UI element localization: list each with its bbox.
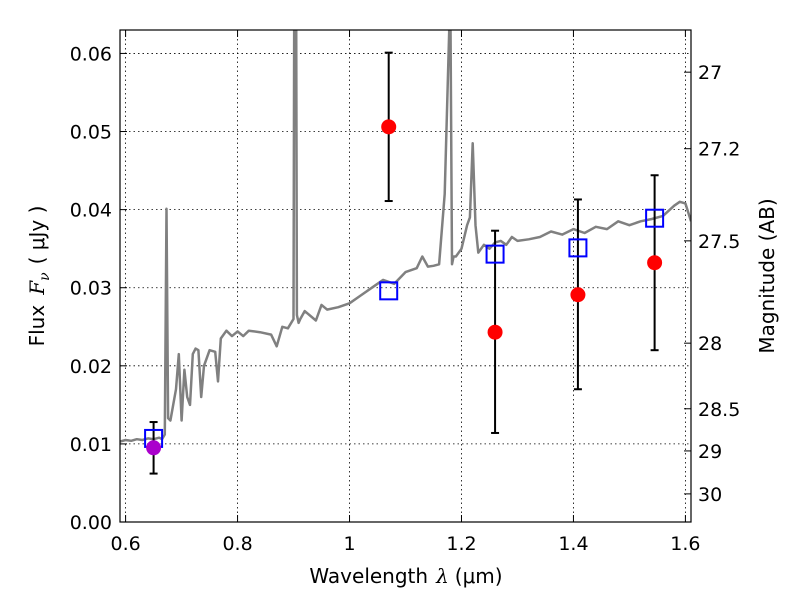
y-tick-label: 0.00 — [70, 512, 112, 534]
model-flux-point — [379, 281, 399, 301]
y-axis-right: 27 27.2 27.5 28 28.5 29 30 — [684, 62, 740, 506]
gridlines — [120, 30, 691, 522]
model-flux-point — [645, 208, 665, 228]
y-tick-label: 0.02 — [70, 356, 112, 378]
x-tick-label: 1.4 — [558, 533, 588, 555]
x-axis-title: Wavelength λ (μm) — [309, 564, 502, 588]
model-flux-point — [485, 244, 505, 264]
x-tick-label: 1.6 — [670, 533, 700, 555]
model-flux-points — [144, 208, 665, 448]
y-tick-label: 0.06 — [70, 43, 112, 65]
y2-axis-title: Magnitude (AB) — [755, 198, 779, 353]
y-tick-label: 0.03 — [70, 278, 112, 300]
x-tick-label: 0.6 — [110, 533, 140, 555]
x-tick-label: 1 — [343, 533, 355, 555]
observed-flux-point — [487, 324, 503, 340]
observed-flux-points — [146, 119, 663, 456]
observed-flux-point — [381, 119, 397, 135]
spectrum-layer — [120, 30, 691, 443]
plot-frame — [119, 29, 692, 523]
y2-tick-label: 28.5 — [698, 399, 740, 421]
y-axis-title: FluxFν( μJy ) — [25, 206, 53, 347]
model-spectrum-line — [120, 30, 691, 443]
y2-tick-label: 30 — [698, 484, 722, 506]
y-tick-label: 0.04 — [70, 200, 112, 222]
y-tick-label: 0.05 — [70, 122, 112, 144]
y2-tick-label: 27.5 — [698, 231, 740, 253]
y2-tick-label: 28 — [698, 333, 722, 355]
x-tick-label: 0.8 — [222, 533, 252, 555]
y-tick-label: 0.01 — [70, 434, 112, 456]
observed-flux-point — [570, 287, 586, 303]
observed-flux-point — [146, 440, 162, 456]
y2-tick-label: 29 — [698, 441, 722, 463]
observed-flux-point — [647, 255, 663, 271]
model-flux-point — [568, 238, 588, 258]
x-axis: 0.6 0.8 1 1.2 1.4 1.6 — [110, 30, 701, 555]
x-tick-label: 1.2 — [446, 533, 476, 555]
errorbars — [149, 51, 659, 475]
y2-tick-label: 27.2 — [698, 139, 740, 161]
y2-tick-label: 27 — [698, 62, 722, 84]
y-axis-left: 0.00 0.01 0.02 0.03 0.04 0.05 0.06 — [70, 43, 127, 534]
